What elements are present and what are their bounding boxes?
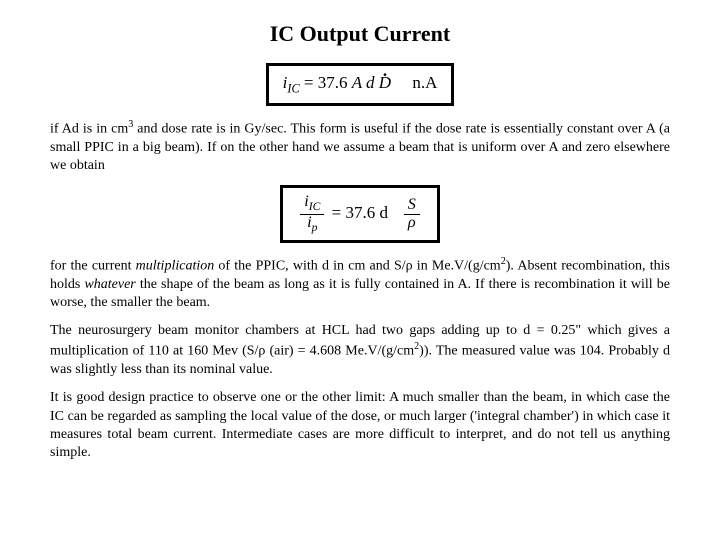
formula-2: iIC ip = 37.6 d S ρ [280, 185, 440, 243]
p2-mult: multiplication [136, 259, 215, 274]
f2-den-sub: p [312, 221, 318, 234]
paragraph-2: for the current multiplication of the PP… [50, 255, 670, 312]
f1-terms: A d [352, 73, 379, 92]
p2-b: of the PPIC, with d in cm and S/ρ in Me.… [214, 259, 500, 274]
f2-num-sub: IC [309, 200, 321, 213]
page-title: IC Output Current [50, 20, 670, 49]
paragraph-4: It is good design practice to observe on… [50, 389, 670, 462]
formula-1-wrap: iIC = 37.6 A d D n.A [50, 63, 670, 106]
p2-a: for the current [50, 259, 136, 274]
f2-coef: 37.6 d [345, 203, 388, 222]
f1-ddot: D [379, 72, 391, 94]
paragraph-1: if Ad is in cm3 and dose rate is in Gy/s… [50, 118, 670, 175]
p1-a: if Ad is in cm [50, 122, 128, 137]
f2-lhs-frac: iIC ip [300, 194, 324, 234]
paragraph-3: The neurosurgery beam monitor chambers a… [50, 322, 670, 379]
f1-eq: = [304, 73, 318, 92]
formula-1: iIC = 37.6 A d D n.A [266, 63, 455, 106]
f1-coef: 37.6 [318, 73, 348, 92]
p2-d: the shape of the beam as long as it is f… [50, 277, 670, 310]
f2-eq: = [332, 203, 346, 222]
f2-rhs-frac: S ρ [404, 197, 420, 232]
p1-b: and dose rate is in Gy/sec. This form is… [50, 122, 670, 173]
p2-what: whatever [84, 277, 135, 292]
f2-S: S [404, 197, 420, 215]
f1-unit: n.A [412, 73, 437, 92]
f1-lhs-sub: IC [287, 81, 299, 95]
f2-rho: ρ [404, 215, 420, 232]
formula-2-wrap: iIC ip = 37.6 d S ρ [50, 185, 670, 243]
